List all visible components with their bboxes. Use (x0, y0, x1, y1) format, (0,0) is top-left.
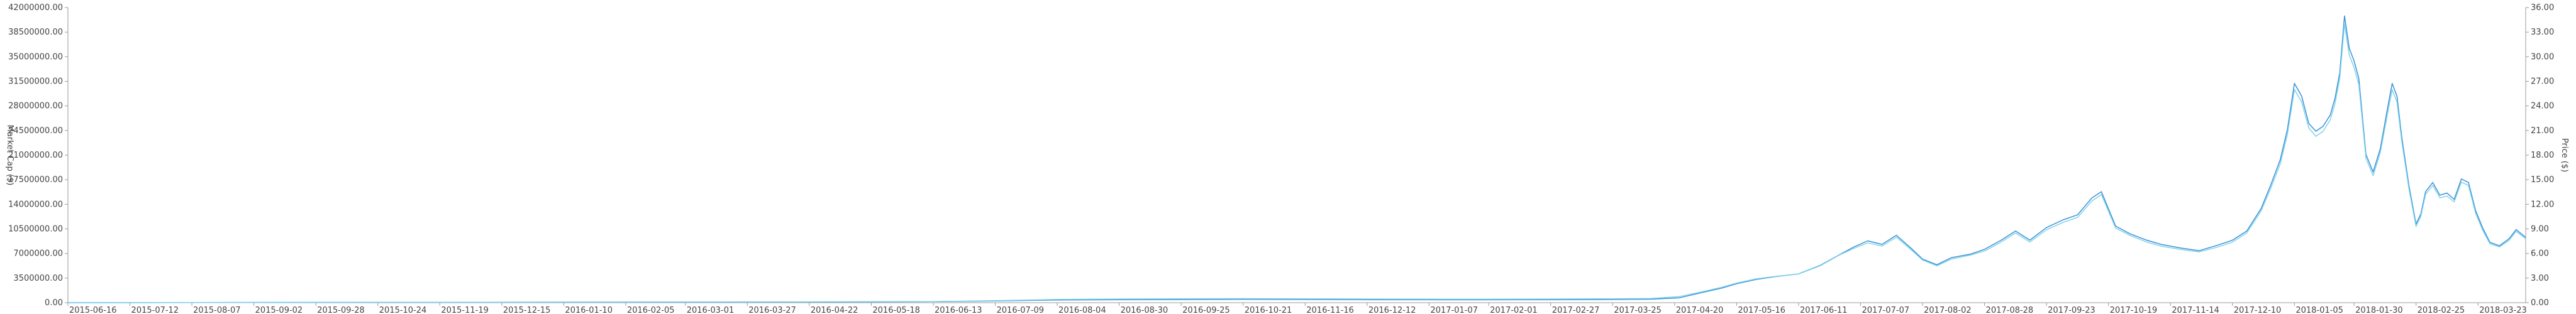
x-tick-label: 2015-12-15 (503, 306, 551, 314)
x-tick-label: 2017-09-23 (2048, 306, 2096, 314)
left-tick-label: 31500000.00 (8, 77, 63, 87)
x-tick-label: 2016-07-09 (997, 306, 1045, 314)
x-tick-label: 2016-12-12 (1368, 306, 1416, 314)
x-tick-label: 2018-01-05 (2296, 306, 2343, 314)
x-tick-label: 2015-11-19 (441, 306, 489, 314)
x-tick-label: 2017-12-10 (2234, 306, 2282, 314)
x-tick-label: 2017-04-20 (1676, 306, 1724, 314)
left-tick-label: 0.00 (45, 298, 63, 308)
left-tick-label: 17500000.00 (8, 175, 63, 185)
x-tick-label: 2016-04-22 (811, 306, 858, 314)
right-tick-label: 15.00 (2531, 175, 2554, 185)
x-tick-label: 2015-09-28 (317, 306, 365, 314)
x-tick-label: 2016-08-30 (1121, 306, 1169, 314)
x-tick-label: 2017-08-02 (1924, 306, 1972, 314)
right-tick-label: 21.00 (2531, 126, 2554, 136)
x-tick-label: 2017-02-01 (1490, 306, 1538, 314)
left-tick-label: 7000000.00 (13, 249, 63, 259)
x-tick-label: 2016-01-10 (565, 306, 613, 314)
x-tick-label: 2015-06-16 (69, 306, 117, 314)
left-tick-label: 10500000.00 (8, 225, 63, 234)
right-tick-label: 30.00 (2531, 52, 2554, 62)
x-tick-label: 2016-06-13 (935, 306, 982, 314)
x-tick-label: 2017-02-27 (1552, 306, 1600, 314)
right-y-axis: 0.00 3.00 6.00 9.00 12.00 15.00 18.00 21.00 24.0… (2526, 3, 2554, 308)
left-tick-label: 24500000.00 (8, 126, 63, 136)
right-tick-label: 12.00 (2531, 200, 2554, 209)
x-tick-label: 2016-03-27 (748, 306, 796, 314)
right-tick-label: 27.00 (2531, 77, 2554, 87)
x-tick-label: 2017-11-14 (2172, 306, 2219, 314)
x-tick-label: 2015-07-12 (131, 306, 179, 314)
x-axis: 2015-06-16 2015-07-12 2015-08-07 2015-09-02… (67, 303, 2527, 314)
x-tick-label: 2016-08-04 (1058, 306, 1106, 314)
left-tick-label: 42000000.00 (8, 3, 63, 13)
right-tick-label: 0.00 (2531, 298, 2549, 308)
x-tick-label: 2017-03-25 (1614, 306, 1662, 314)
x-tick-label: 2017-05-16 (1738, 306, 1785, 314)
right-tick-label: 9.00 (2531, 225, 2549, 234)
left-tick-label: 3500000.00 (13, 274, 63, 283)
left-tick-label: 38500000.00 (8, 28, 63, 37)
left-tick-label: 21000000.00 (8, 151, 63, 160)
x-tick-label: 2016-09-25 (1182, 306, 1230, 314)
right-tick-label: 6.00 (2531, 249, 2549, 259)
x-tick-label: 2016-10-21 (1245, 306, 1292, 314)
left-axis-title: Market Cap ($) (5, 125, 14, 186)
right-tick-label: 3.00 (2531, 274, 2549, 283)
x-tick-label: 2015-10-24 (379, 306, 427, 314)
x-tick-label: 2017-08-28 (1986, 306, 2034, 314)
price-series-line (67, 23, 2526, 303)
x-tick-label: 2016-11-16 (1306, 306, 1354, 314)
x-tick-label: 2015-08-07 (193, 306, 241, 314)
x-tick-label: 2017-06-11 (1800, 306, 1848, 314)
right-axis-title: Price ($) (2560, 138, 2569, 172)
left-tick-label: 35000000.00 (8, 52, 63, 62)
right-tick-label: 18.00 (2531, 151, 2554, 160)
x-tick-label: 2017-07-07 (1862, 306, 1909, 314)
x-tick-label: 2016-02-05 (627, 306, 675, 314)
series-layer (67, 15, 2526, 303)
x-tick-label: 2018-02-25 (2418, 306, 2465, 314)
x-tick-label: 2015-09-02 (255, 306, 303, 314)
right-tick-label: 33.00 (2531, 28, 2554, 37)
x-tick-label: 2018-03-23 (2479, 306, 2527, 314)
left-y-axis: 0.00 3500000.00 7000000.00 10500000.00 14000… (8, 3, 68, 308)
x-tick-label: 2017-01-07 (1430, 306, 1478, 314)
x-tick-label: 2018-01-30 (2355, 306, 2403, 314)
market-cap-series-line (67, 15, 2526, 303)
left-tick-label: 14000000.00 (8, 200, 63, 209)
right-tick-label: 36.00 (2531, 3, 2554, 13)
x-tick-label: 2017-10-19 (2110, 306, 2158, 314)
right-tick-label: 24.00 (2531, 102, 2554, 111)
x-tick-label: 2016-05-18 (872, 306, 920, 314)
left-tick-label: 28000000.00 (8, 102, 63, 111)
x-tick-label: 2016-03-01 (687, 306, 735, 314)
plot-frame (67, 8, 2526, 303)
